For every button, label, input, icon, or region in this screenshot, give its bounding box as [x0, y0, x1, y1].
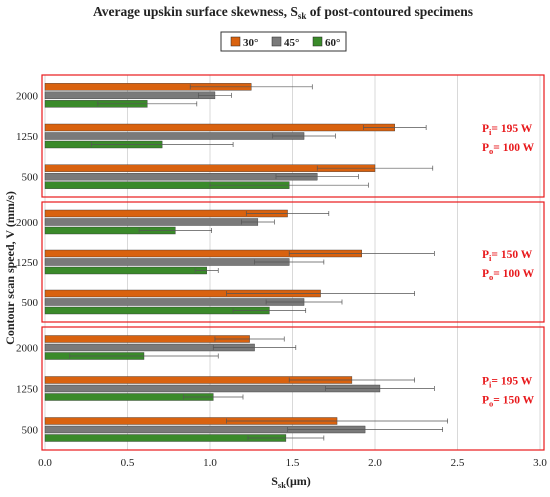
bar [44, 298, 305, 306]
bar [44, 123, 395, 132]
bar [44, 91, 216, 100]
power-label-po: Po= 150 W [482, 395, 535, 409]
power-label-pi: Pi= 195 W [482, 376, 533, 390]
x-tick-label: 0.5 [121, 457, 135, 469]
annotations: Pi= 195 W Po= 100 W Pi= 150 W Po= 100 W Pi= … [482, 123, 535, 409]
power-label-po: Po= 100 W [482, 142, 535, 156]
y-tick-label: 1250 [16, 384, 39, 396]
x-tick-label: 0.0 [38, 457, 52, 469]
y-tick-label: 500 [22, 172, 39, 184]
error-bars [69, 84, 448, 441]
power-label-po: Po= 100 W [482, 268, 535, 282]
y-tick-label: 1250 [16, 131, 39, 143]
legend-label: 60° [325, 37, 340, 49]
bar [44, 258, 290, 266]
legend-swatch [312, 36, 323, 47]
legend-swatch [230, 36, 241, 47]
x-tick-label: 2.0 [368, 457, 382, 469]
x-tick-labels: 0.0 0.5 1.0 1.5 2.0 2.5 3.0 [38, 457, 547, 469]
y-tick-label: 2000 [16, 90, 39, 102]
x-tick-label: 1.5 [286, 457, 300, 469]
group-box [41, 201, 545, 323]
y-axis-label: Contour scan speed, V (mm/s) [3, 191, 17, 345]
y-tick-label: 500 [22, 425, 39, 437]
y-tick-label: 2000 [16, 217, 39, 229]
y-tick-label: 500 [22, 297, 39, 309]
legend-label: 30° [243, 37, 258, 49]
power-label-pi: Pi= 150 W [482, 249, 533, 263]
bar [44, 266, 207, 275]
power-label-pi: Pi= 195 W [482, 123, 533, 137]
group-box [41, 326, 545, 451]
bar [44, 218, 259, 226]
group-boxes [41, 74, 545, 451]
x-tick-label: 2.5 [451, 457, 465, 469]
bar [44, 132, 305, 140]
y-tick-labels: 2000 1250 500 2000 1250 500 2000 1250 500 [16, 90, 39, 436]
x-tick-label: 3.0 [533, 457, 547, 469]
chart-title: Average upskin surface skewness, Ssk of … [93, 4, 473, 21]
legend: 30° 45° 60° [220, 31, 347, 52]
y-tick-label: 1250 [16, 257, 39, 269]
group-box [41, 74, 545, 198]
x-axis-label: Ssk(μm) [271, 474, 311, 490]
bars [44, 83, 395, 442]
legend-swatch [271, 36, 282, 47]
legend-label: 45° [284, 37, 299, 49]
y-tick-label: 2000 [16, 343, 39, 355]
x-tick-label: 1.0 [203, 457, 217, 469]
